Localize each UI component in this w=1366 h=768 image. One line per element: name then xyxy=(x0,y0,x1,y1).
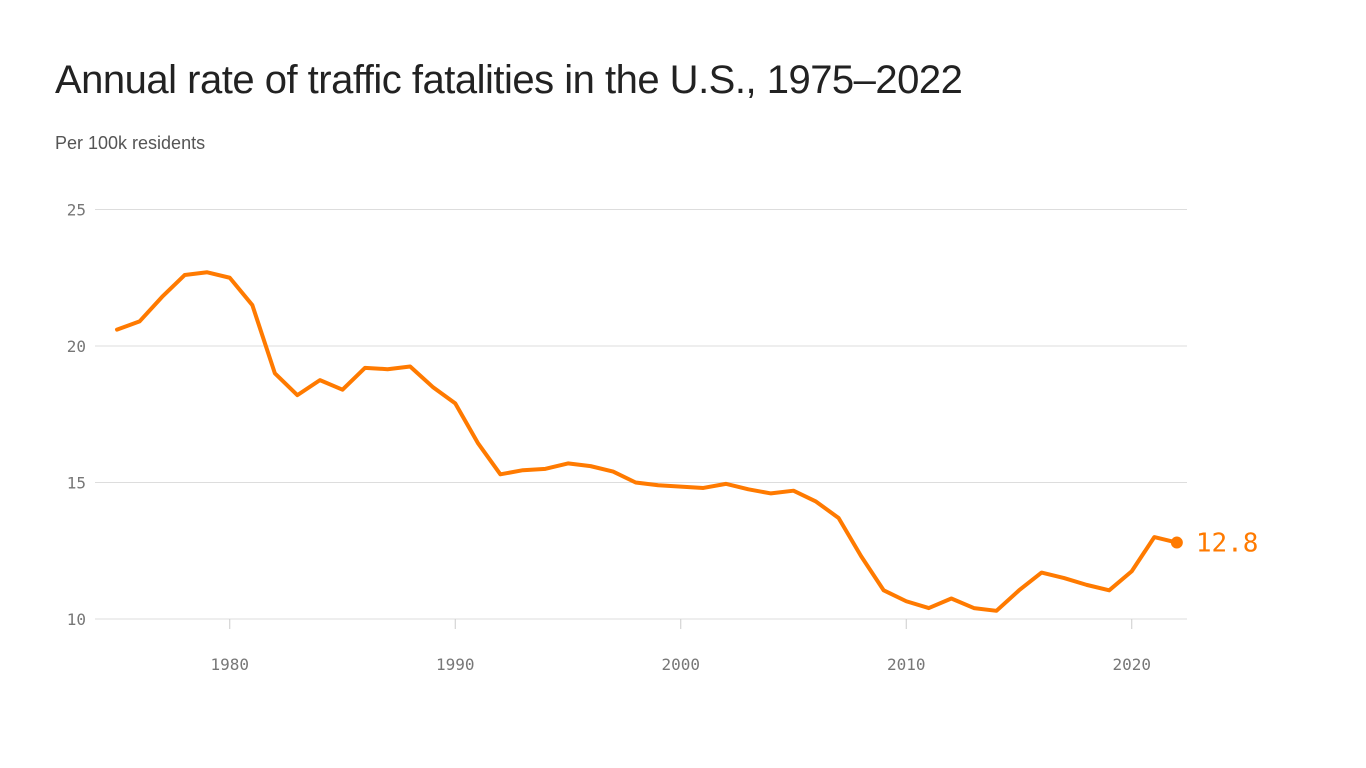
x-tick-label: 2000 xyxy=(661,655,700,674)
end-point xyxy=(1170,536,1183,549)
y-tick-label: 20 xyxy=(67,337,86,356)
x-tick-label: 2020 xyxy=(1112,655,1151,674)
y-tick-label: 10 xyxy=(67,610,86,629)
x-tick-label: 2010 xyxy=(887,655,926,674)
y-tick-label: 25 xyxy=(67,201,86,220)
y-tick-label: 15 xyxy=(67,474,86,493)
x-tick-label: 1980 xyxy=(210,655,249,674)
data-line xyxy=(115,270,1179,613)
x-tick-label: 1990 xyxy=(436,655,475,674)
end-value-label: 12.8 xyxy=(1196,529,1259,559)
chart-subtitle: Per 100k residents xyxy=(55,133,206,153)
chart-title: Annual rate of traffic fatalities in the… xyxy=(55,58,963,102)
